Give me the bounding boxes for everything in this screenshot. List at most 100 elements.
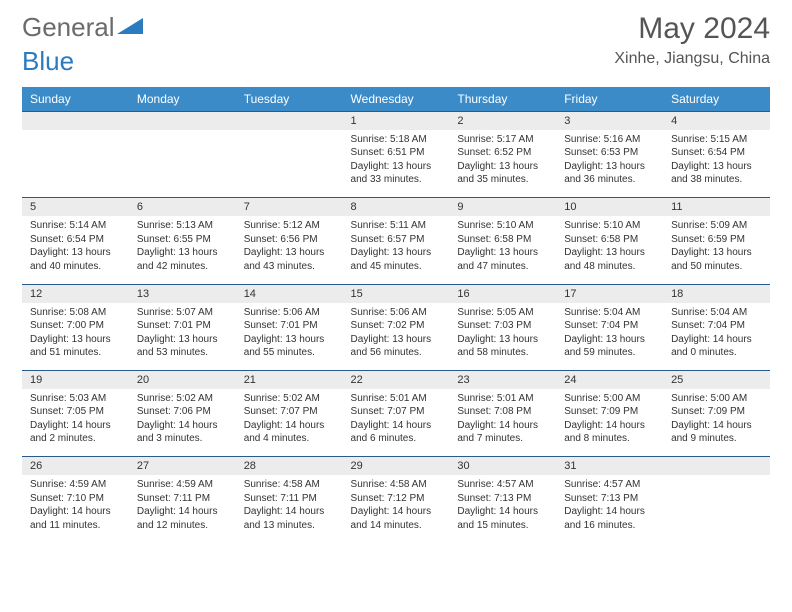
day-number: 2 [449,112,556,130]
day-cell: Sunrise: 5:07 AMSunset: 7:01 PMDaylight:… [129,303,236,371]
day-number: 30 [449,457,556,475]
day-number: 4 [663,112,770,130]
day-number: 10 [556,198,663,216]
day-cell: Sunrise: 5:08 AMSunset: 7:00 PMDaylight:… [22,303,129,371]
sunset-line: Sunset: 7:07 PM [351,405,442,419]
day-number: 8 [343,198,450,216]
day-number: 3 [556,112,663,130]
day-cell: Sunrise: 4:58 AMSunset: 7:12 PMDaylight:… [343,475,450,543]
day-number: 12 [22,284,129,302]
title-block: May 2024 Xinhe, Jiangsu, China [614,12,770,68]
sunset-line: Sunset: 7:04 PM [671,319,762,333]
day-cell: Sunrise: 5:10 AMSunset: 6:58 PMDaylight:… [449,216,556,284]
day-cell: Sunrise: 5:15 AMSunset: 6:54 PMDaylight:… [663,130,770,198]
sunset-line: Sunset: 6:54 PM [671,146,762,160]
sunrise-line: Sunrise: 5:11 AM [351,219,442,233]
daylight-line: Daylight: 13 hours and 55 minutes. [244,333,335,360]
month-title: May 2024 [614,12,770,46]
empty-cell [22,130,129,198]
sunset-line: Sunset: 6:56 PM [244,233,335,247]
day-cell: Sunrise: 4:57 AMSunset: 7:13 PMDaylight:… [556,475,663,543]
day-header: Wednesday [343,87,450,112]
day-number: 21 [236,371,343,389]
daylight-line: Daylight: 14 hours and 13 minutes. [244,505,335,532]
sunset-line: Sunset: 6:54 PM [30,233,121,247]
day-number: 5 [22,198,129,216]
empty-cell [663,475,770,543]
sunrise-line: Sunrise: 5:12 AM [244,219,335,233]
sunrise-line: Sunrise: 5:01 AM [457,392,548,406]
daylight-line: Daylight: 13 hours and 47 minutes. [457,246,548,273]
sunset-line: Sunset: 7:13 PM [564,492,655,506]
daynum-row: 1234 [22,112,770,130]
calendar-table: SundayMondayTuesdayWednesdayThursdayFrid… [22,87,770,543]
daylight-line: Daylight: 14 hours and 2 minutes. [30,419,121,446]
daylight-line: Daylight: 13 hours and 56 minutes. [351,333,442,360]
empty-cell [129,130,236,198]
day-cell: Sunrise: 5:00 AMSunset: 7:09 PMDaylight:… [663,389,770,457]
day-cell: Sunrise: 5:06 AMSunset: 7:01 PMDaylight:… [236,303,343,371]
sunrise-line: Sunrise: 5:00 AM [564,392,655,406]
daylight-line: Daylight: 13 hours and 59 minutes. [564,333,655,360]
sunset-line: Sunset: 6:55 PM [137,233,228,247]
daynum-row: 19202122232425 [22,371,770,389]
empty-cell [236,112,343,130]
day-header: Saturday [663,87,770,112]
sunrise-line: Sunrise: 5:16 AM [564,133,655,147]
logo: General [22,12,145,43]
sunset-line: Sunset: 7:11 PM [137,492,228,506]
daylight-line: Daylight: 13 hours and 33 minutes. [351,160,442,187]
daylight-line: Daylight: 13 hours and 53 minutes. [137,333,228,360]
day-header: Monday [129,87,236,112]
day-number: 13 [129,284,236,302]
daylight-line: Daylight: 13 hours and 45 minutes. [351,246,442,273]
daylight-line: Daylight: 13 hours and 38 minutes. [671,160,762,187]
day-header-row: SundayMondayTuesdayWednesdayThursdayFrid… [22,87,770,112]
sunset-line: Sunset: 6:58 PM [564,233,655,247]
day-cell: Sunrise: 5:06 AMSunset: 7:02 PMDaylight:… [343,303,450,371]
day-number: 24 [556,371,663,389]
day-number: 14 [236,284,343,302]
sunset-line: Sunset: 7:01 PM [137,319,228,333]
day-cell: Sunrise: 5:02 AMSunset: 7:06 PMDaylight:… [129,389,236,457]
daylight-line: Daylight: 14 hours and 8 minutes. [564,419,655,446]
daylight-line: Daylight: 13 hours and 48 minutes. [564,246,655,273]
day-cell: Sunrise: 5:11 AMSunset: 6:57 PMDaylight:… [343,216,450,284]
sunset-line: Sunset: 6:57 PM [351,233,442,247]
sunset-line: Sunset: 6:52 PM [457,146,548,160]
sunset-line: Sunset: 7:05 PM [30,405,121,419]
sunrise-line: Sunrise: 5:10 AM [457,219,548,233]
sunrise-line: Sunrise: 5:06 AM [351,306,442,320]
day-cell: Sunrise: 5:17 AMSunset: 6:52 PMDaylight:… [449,130,556,198]
day-cell: Sunrise: 5:05 AMSunset: 7:03 PMDaylight:… [449,303,556,371]
day-number: 20 [129,371,236,389]
day-header: Sunday [22,87,129,112]
day-cell: Sunrise: 5:04 AMSunset: 7:04 PMDaylight:… [556,303,663,371]
sunrise-line: Sunrise: 4:58 AM [351,478,442,492]
sunrise-line: Sunrise: 5:09 AM [671,219,762,233]
day-number: 1 [343,112,450,130]
day-number: 15 [343,284,450,302]
daylight-line: Daylight: 13 hours and 36 minutes. [564,160,655,187]
day-number: 25 [663,371,770,389]
sunset-line: Sunset: 7:06 PM [137,405,228,419]
daynum-row: 262728293031 [22,457,770,475]
day-cell: Sunrise: 5:00 AMSunset: 7:09 PMDaylight:… [556,389,663,457]
day-cell: Sunrise: 5:14 AMSunset: 6:54 PMDaylight:… [22,216,129,284]
sunrise-line: Sunrise: 5:03 AM [30,392,121,406]
sunrise-line: Sunrise: 5:18 AM [351,133,442,147]
sunset-line: Sunset: 7:03 PM [457,319,548,333]
sunrise-line: Sunrise: 5:13 AM [137,219,228,233]
sunrise-line: Sunrise: 5:17 AM [457,133,548,147]
location: Xinhe, Jiangsu, China [614,50,770,68]
daylight-line: Daylight: 14 hours and 0 minutes. [671,333,762,360]
daylight-line: Daylight: 14 hours and 16 minutes. [564,505,655,532]
day-number: 7 [236,198,343,216]
sunset-line: Sunset: 7:13 PM [457,492,548,506]
sunset-line: Sunset: 7:09 PM [564,405,655,419]
content-row: Sunrise: 5:14 AMSunset: 6:54 PMDaylight:… [22,216,770,284]
sunrise-line: Sunrise: 4:59 AM [30,478,121,492]
day-number: 6 [129,198,236,216]
sunset-line: Sunset: 6:59 PM [671,233,762,247]
daynum-row: 567891011 [22,198,770,216]
